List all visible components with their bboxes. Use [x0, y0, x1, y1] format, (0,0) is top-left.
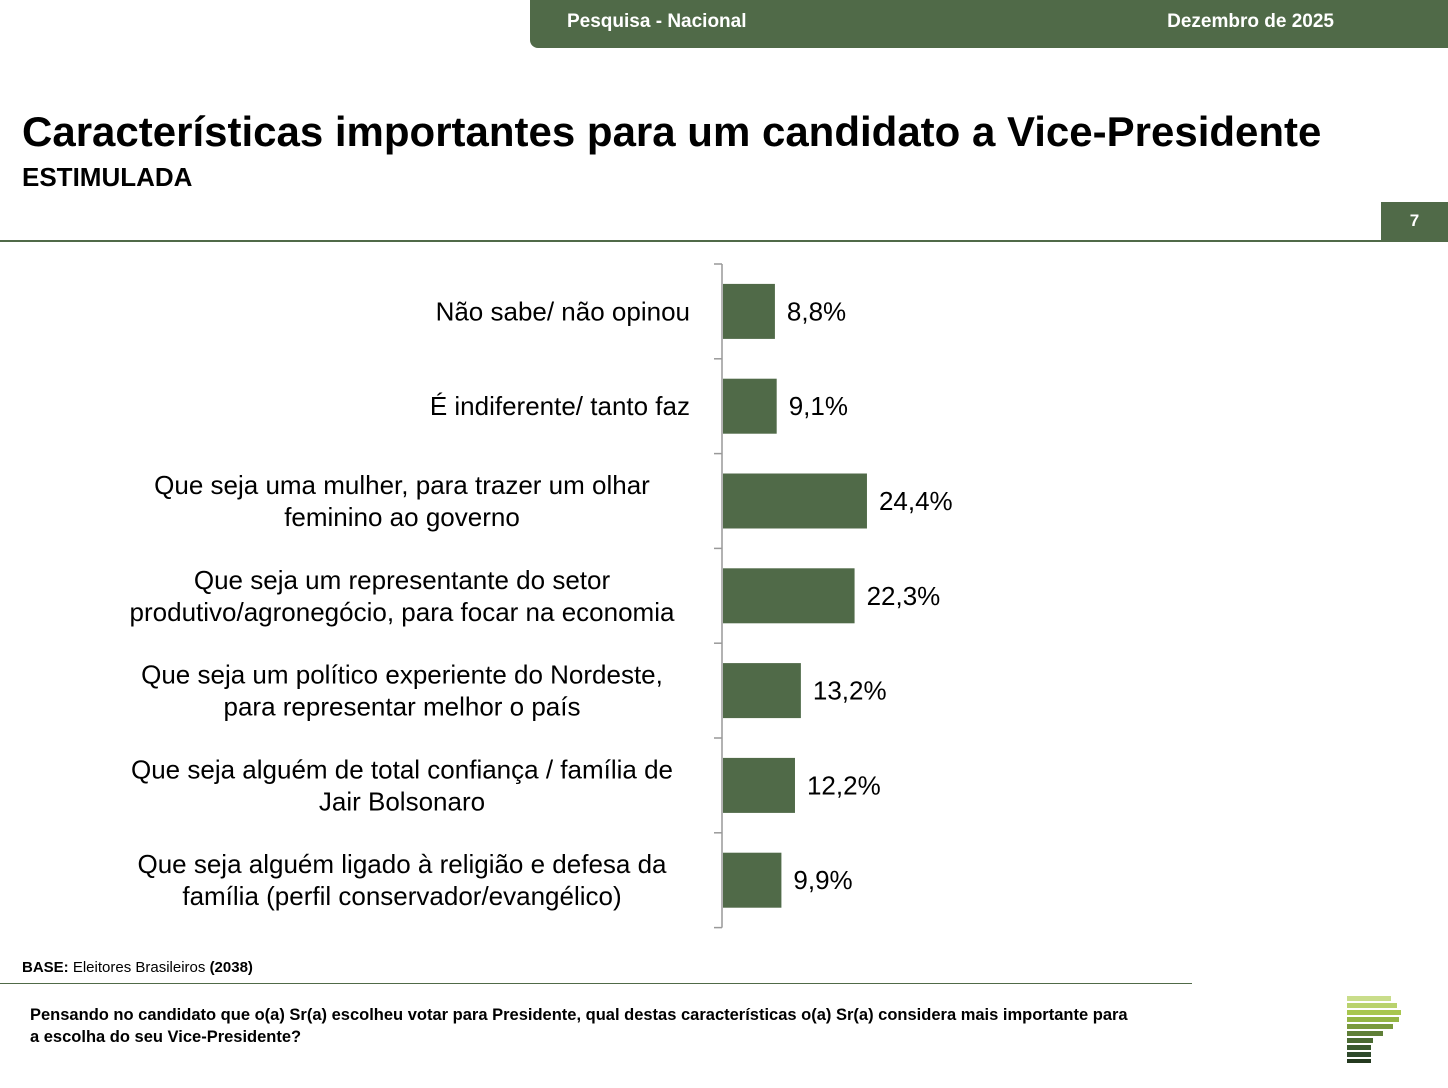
page-title: Características importantes para um cand…	[22, 108, 1322, 155]
survey-date: Dezembro de 2025	[1167, 11, 1334, 32]
survey-name: Pesquisa - Nacional	[567, 11, 747, 32]
base-note: BASE: Eleitores Brasileiros (2038)	[22, 959, 253, 976]
category-label: feminino ao governo	[284, 502, 520, 532]
category-label: para representar melhor o país	[224, 692, 581, 722]
base-label: BASE:	[22, 959, 69, 976]
base-count: (2038)	[209, 959, 253, 976]
category-label: É indiferente/ tanto faz	[430, 391, 690, 421]
category-label: Que seja um representante do setor	[194, 565, 611, 595]
header-bar: Pesquisa - Nacional Dezembro de 2025	[530, 0, 1448, 48]
bar	[723, 568, 855, 624]
data-label: 24,4%	[879, 486, 953, 516]
data-label: 12,2%	[807, 770, 881, 800]
category-label: Que seja alguém ligado à religião e defe…	[137, 849, 667, 879]
top-divider	[0, 240, 1448, 242]
base-text: Eleitores Brasileiros	[72, 959, 206, 976]
data-label: 9,9%	[793, 865, 852, 895]
category-label: Que seja alguém de total confiança / fam…	[131, 754, 673, 784]
category-label: Que seja uma mulher, para trazer um olha…	[154, 470, 650, 500]
survey-question: Pensando no candidato que o(a) Sr(a) esc…	[30, 1006, 1128, 1046]
data-label: 22,3%	[867, 581, 941, 611]
category-label: produtivo/agronegócio, para focar na eco…	[130, 597, 675, 627]
bar	[723, 663, 801, 719]
data-label: 13,2%	[813, 676, 887, 706]
page-number: 7	[1381, 202, 1448, 240]
bar	[723, 283, 775, 339]
category-label: Jair Bolsonaro	[319, 786, 485, 816]
category-label: Que seja um político experiente do Norde…	[141, 660, 663, 690]
stacked-bars-logo-icon	[1347, 996, 1401, 1063]
bar	[723, 757, 795, 813]
page-subtitle: ESTIMULADA	[22, 162, 193, 192]
bar	[723, 473, 867, 529]
category-label: família (perfil conservador/evangélico)	[182, 881, 621, 911]
data-label: 8,8%	[787, 296, 846, 326]
bar	[723, 378, 777, 434]
data-label: 9,1%	[789, 391, 848, 421]
category-label: Não sabe/ não opinou	[436, 296, 690, 326]
bottom-divider	[0, 983, 1192, 984]
bar	[723, 852, 782, 908]
